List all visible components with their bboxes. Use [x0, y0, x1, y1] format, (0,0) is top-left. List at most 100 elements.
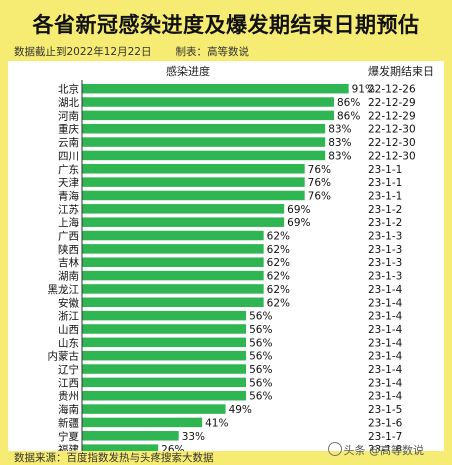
- bar: [82, 404, 226, 414]
- value-label: 76%: [308, 190, 331, 202]
- value-label: 69%: [287, 204, 310, 216]
- category-label: 天津: [58, 177, 79, 189]
- value-label: 76%: [308, 177, 331, 189]
- value-label: 62%: [267, 271, 290, 283]
- maker-note: 制表：高等数说: [175, 46, 249, 58]
- bar: [82, 217, 285, 227]
- bar: [82, 123, 326, 134]
- end-date-label: 23-1-4: [368, 324, 403, 336]
- end-date-label: 23-1-4: [368, 284, 403, 296]
- value-label: 56%: [249, 311, 272, 323]
- end-date-label: 22-12-29: [368, 97, 416, 109]
- end-date-label: 23-1-4: [368, 297, 403, 309]
- value-label: 56%: [249, 391, 272, 403]
- end-date-label: 23-1-4: [368, 377, 403, 389]
- bar: [82, 337, 247, 348]
- category-label: 江苏: [58, 203, 79, 216]
- bar: [82, 310, 247, 321]
- bar: [82, 390, 247, 401]
- watermark: 头条 @高等数说: [326, 442, 425, 458]
- category-label: 北京: [58, 83, 79, 96]
- value-label: 62%: [267, 284, 290, 296]
- chart-subtitle: 数据截止到2022年12月22日 制表：高等数说: [14, 44, 249, 59]
- chart-title: 各省新冠感染进度及爆发期结束日期预估: [32, 13, 420, 37]
- value-label: 83%: [328, 124, 351, 136]
- category-label: 云南: [58, 136, 79, 149]
- end-date-label: 23-1-2: [368, 204, 402, 216]
- value-label: 49%: [229, 404, 252, 416]
- bar: [82, 204, 285, 214]
- end-date-label: 23-1-6: [368, 417, 403, 429]
- category-label: 河南: [58, 109, 79, 122]
- end-date-label: 22-12-30: [368, 124, 416, 136]
- end-date-label: 22-12-30: [368, 150, 416, 162]
- value-label: 56%: [249, 324, 272, 336]
- end-date-label: 23-1-7: [368, 431, 402, 443]
- category-label: 广西: [58, 231, 79, 243]
- bar: [82, 444, 159, 454]
- end-date-label: 23-1-4: [368, 364, 403, 376]
- bar: [82, 177, 305, 187]
- bar: [82, 137, 326, 147]
- bar: [82, 270, 264, 281]
- value-label: 62%: [267, 244, 290, 256]
- value-label: 33%: [182, 431, 205, 443]
- bar: [82, 350, 247, 361]
- value-label: 69%: [287, 217, 310, 229]
- value-label: 56%: [249, 337, 272, 349]
- end-date-label: 23-1-1: [368, 164, 402, 176]
- category-label: 浙江: [58, 311, 79, 323]
- category-label: 内蒙古: [48, 350, 80, 363]
- bar: [82, 150, 326, 161]
- data-cutoff-note: 数据截止到2022年12月22日: [14, 46, 152, 58]
- chart-panel: 感染进度 爆发期结束日 北京 91% 22-12-26 湖北 86% 22-12-29 河南 86…: [8, 61, 444, 458]
- bar: [82, 97, 334, 107]
- bar: [82, 431, 179, 441]
- value-label: 62%: [267, 257, 290, 269]
- end-date-label: 23-1-3: [368, 244, 402, 256]
- end-date-label: 23-1-4: [368, 391, 403, 403]
- category-label: 江西: [58, 377, 79, 389]
- category-label: 四川: [58, 150, 79, 162]
- value-label: 86%: [337, 97, 360, 109]
- end-date-label: 23-1-5: [368, 404, 402, 416]
- category-label: 宁夏: [58, 430, 79, 443]
- end-date-label: 23-1-4: [368, 311, 403, 323]
- category-label: 上海: [58, 216, 79, 229]
- end-date-label: 23-1-1: [368, 177, 402, 189]
- bar: [82, 164, 305, 174]
- category-label: 山东: [58, 336, 79, 349]
- bar: [82, 297, 264, 308]
- bar: [82, 284, 264, 294]
- end-date-label: 23-1-2: [368, 217, 402, 229]
- category-label: 辽宁: [58, 363, 79, 376]
- watermark-logo-icon: [327, 442, 342, 456]
- bar: [82, 324, 247, 334]
- bar: [82, 190, 305, 201]
- category-label: 重庆: [58, 123, 79, 136]
- category-label: 湖南: [58, 270, 79, 283]
- value-label: 56%: [249, 364, 272, 376]
- bar: [82, 83, 349, 94]
- category-label: 青海: [58, 189, 79, 202]
- bar: [82, 417, 203, 428]
- value-label: 62%: [267, 231, 290, 243]
- bar: [82, 364, 247, 374]
- bar: [82, 230, 264, 241]
- end-date-label: 23-1-3: [368, 231, 402, 243]
- category-label: 新疆: [58, 416, 79, 429]
- end-date-label: 22-12-30: [368, 137, 416, 149]
- category-label: 山西: [58, 324, 79, 336]
- end-date-label: 22-12-29: [368, 110, 416, 122]
- category-label: 湖北: [58, 97, 79, 109]
- end-date-label: 23-1-3: [368, 257, 402, 269]
- end-date-column-header: 爆发期结束日: [368, 64, 434, 78]
- category-label: 贵州: [58, 390, 79, 403]
- watermark-text: 头条 @高等数说: [343, 444, 425, 457]
- category-label: 陕西: [58, 243, 79, 256]
- bar: [82, 244, 264, 254]
- bar: [82, 257, 264, 267]
- value-label: 56%: [249, 377, 272, 389]
